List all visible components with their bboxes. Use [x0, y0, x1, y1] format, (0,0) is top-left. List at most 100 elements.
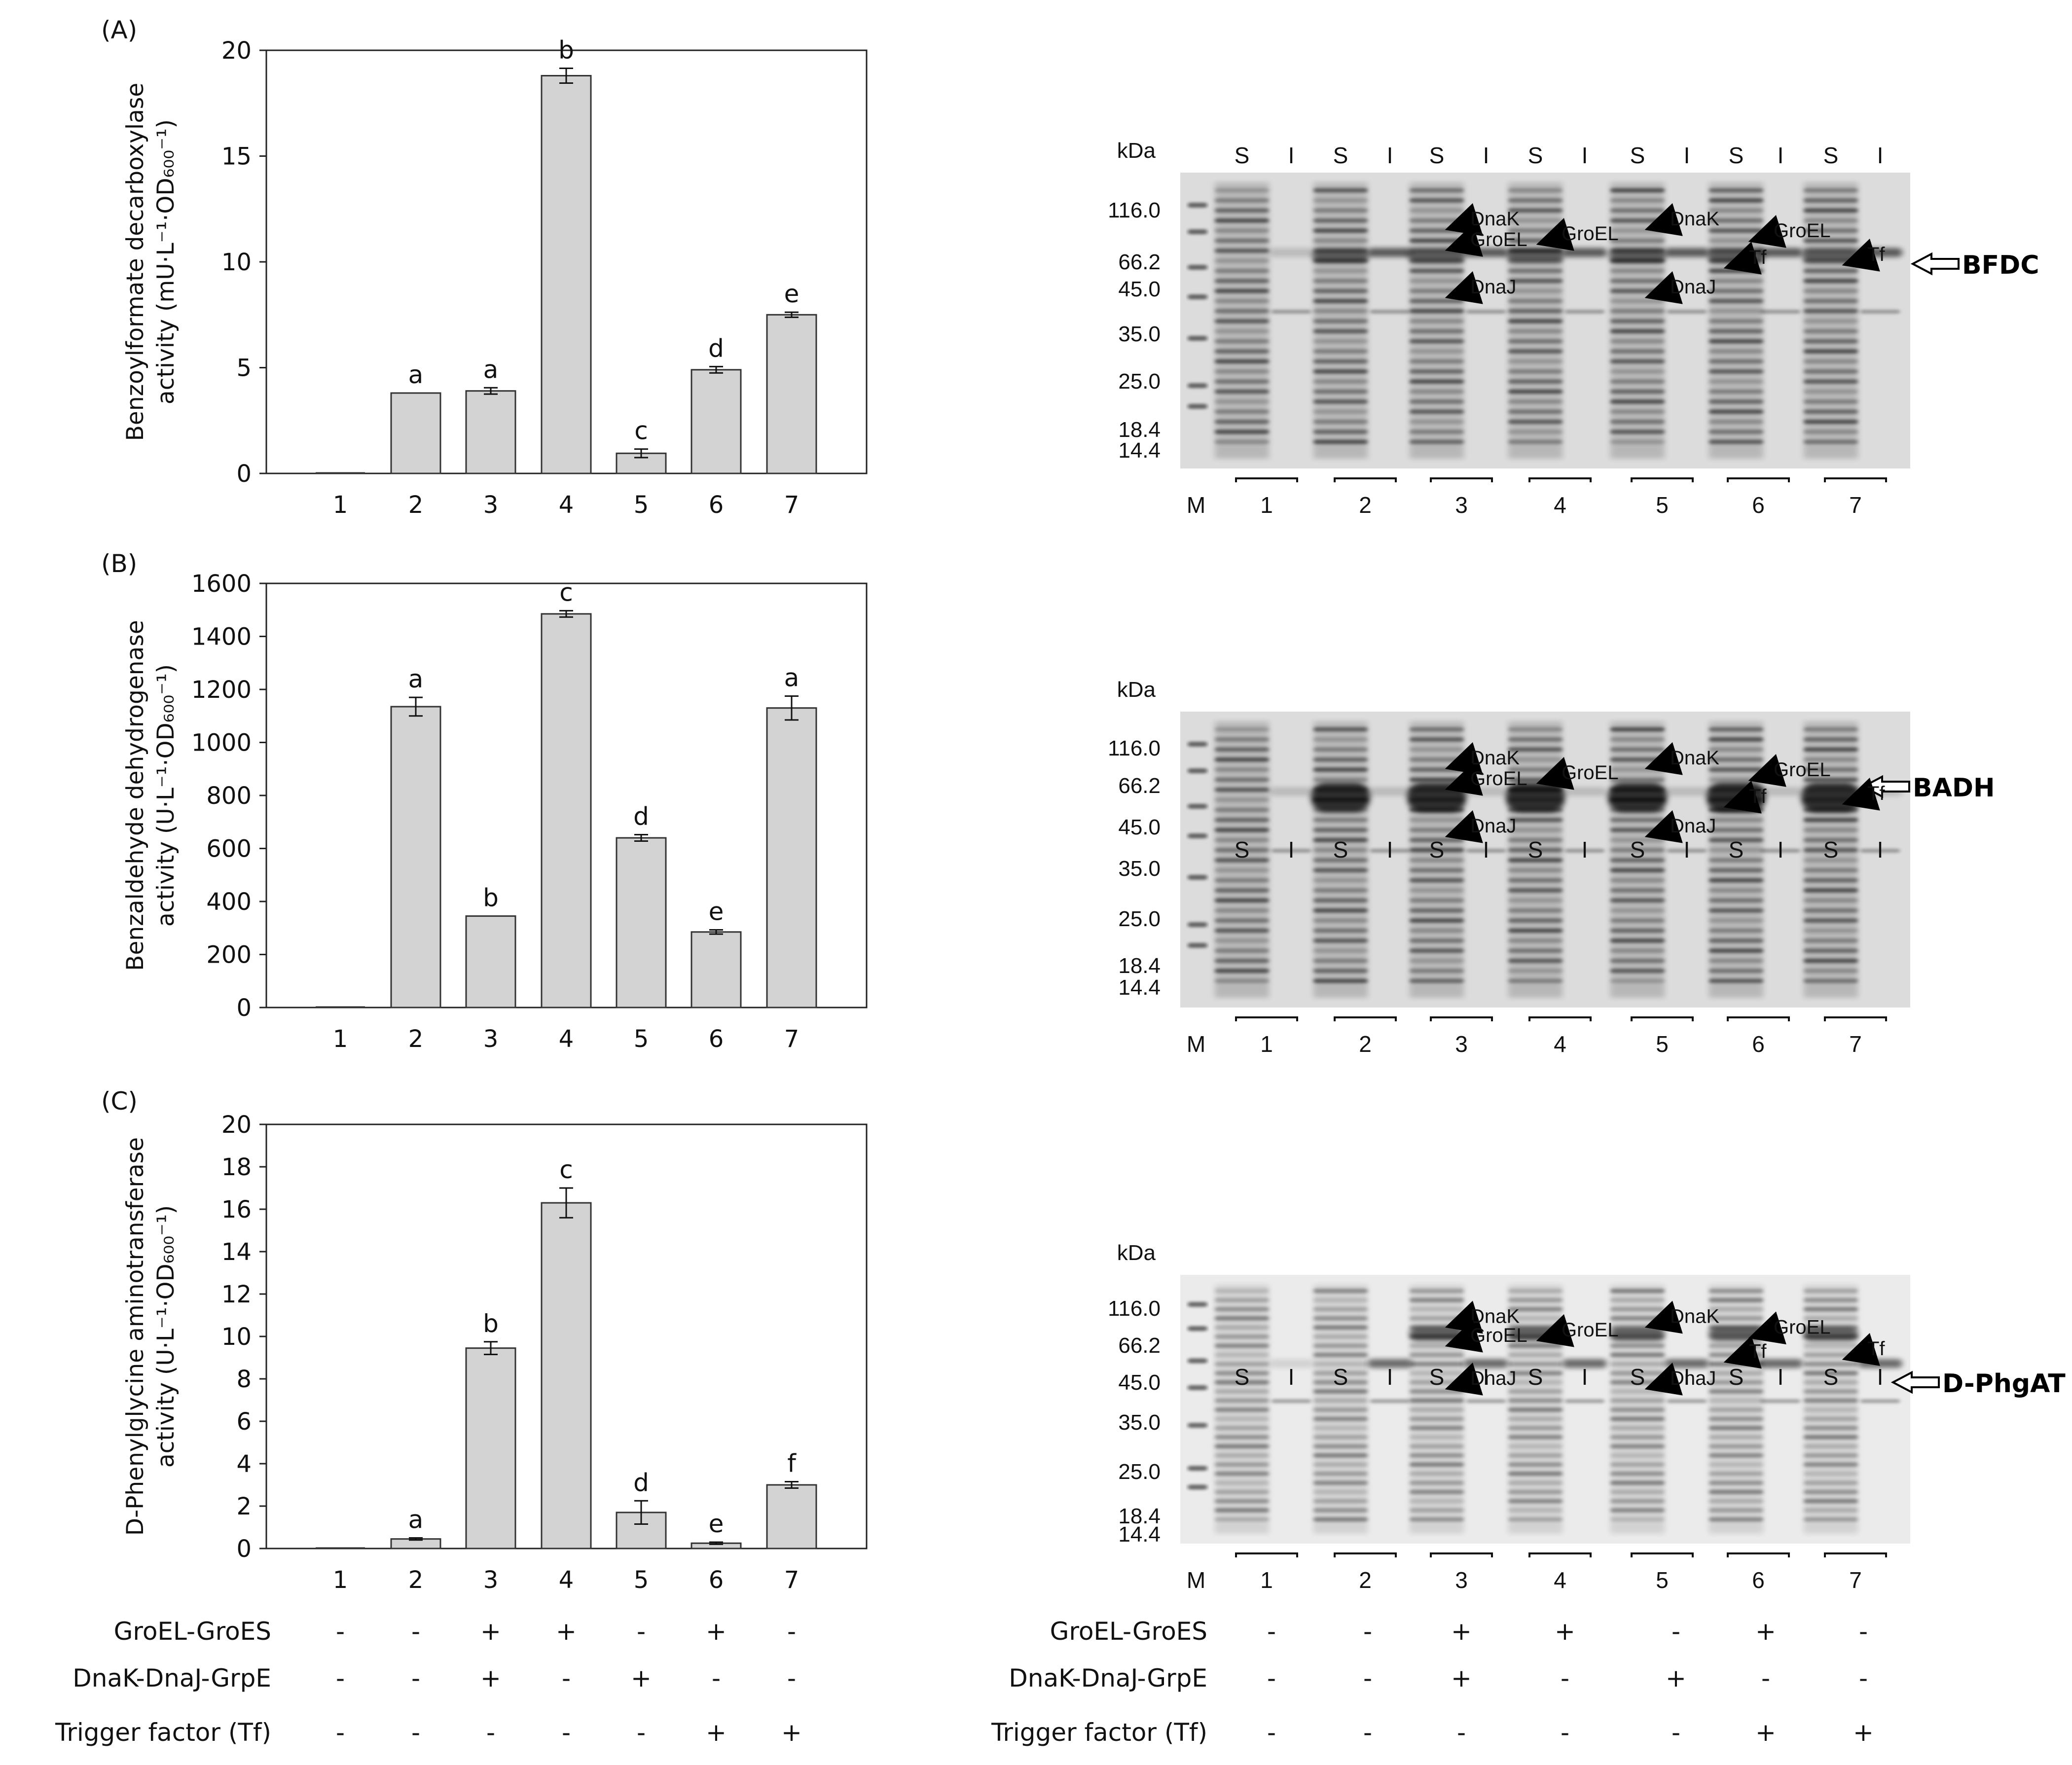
marker-label: 14.4	[1118, 438, 1161, 463]
y-tick-label: 20	[221, 37, 252, 65]
band	[1508, 419, 1563, 424]
band	[1508, 727, 1563, 732]
marker-label: 14.4	[1118, 975, 1161, 1000]
marker-label: 45.0	[1118, 815, 1161, 839]
fraction-label: I	[1288, 1364, 1295, 1390]
significance-letter: d	[633, 802, 649, 831]
annotation-label: DnaK	[1470, 747, 1520, 769]
band	[1709, 349, 1763, 354]
band	[1313, 1325, 1368, 1330]
band	[1804, 888, 1858, 893]
band	[1610, 1343, 1665, 1348]
condition-sign: +	[1666, 1664, 1686, 1693]
band	[1610, 888, 1665, 893]
band	[1709, 439, 1763, 444]
band	[1408, 249, 1465, 262]
band	[1508, 828, 1563, 832]
lane-group-label: 5	[1656, 492, 1669, 518]
annotation-arrow	[1536, 217, 1574, 251]
band	[1215, 898, 1269, 903]
lane-bracket	[1334, 477, 1397, 482]
band	[1215, 379, 1269, 384]
band	[1802, 249, 1859, 262]
band	[1804, 978, 1858, 983]
fraction-label: I	[1778, 1364, 1784, 1390]
band	[1507, 249, 1564, 262]
band	[1563, 787, 1607, 796]
marker-label: 35.0	[1118, 322, 1161, 346]
band	[1804, 948, 1858, 953]
significance-letter: c	[559, 578, 573, 607]
fraction-label: S	[1823, 1364, 1839, 1390]
band	[1610, 858, 1665, 863]
bar	[766, 707, 817, 1009]
band	[1410, 938, 1464, 943]
band	[1709, 279, 1763, 284]
band	[1804, 918, 1858, 923]
band	[1368, 1359, 1412, 1368]
band	[1313, 1480, 1368, 1485]
x-tick-label: 6	[709, 1025, 724, 1053]
band	[1610, 818, 1665, 823]
band	[1215, 339, 1269, 344]
annotation-arrow	[1644, 271, 1683, 304]
lane-group-label: 4	[1554, 1567, 1566, 1593]
lane-group-label: 1	[1260, 492, 1273, 518]
annotation-label: Tf	[1749, 786, 1767, 807]
band	[1610, 1398, 1665, 1403]
condition-sign: -	[411, 1664, 420, 1693]
band	[1410, 978, 1464, 983]
y-tick-label: 2	[236, 1493, 252, 1520]
band	[1370, 1399, 1410, 1404]
band	[1215, 958, 1269, 963]
band	[1215, 918, 1269, 923]
band	[1313, 958, 1368, 963]
band	[1313, 1462, 1368, 1467]
x-tick-label: 5	[634, 491, 649, 519]
x-tick-label: 5	[634, 1566, 649, 1594]
band	[1804, 868, 1858, 873]
band	[1804, 1499, 1858, 1504]
band	[1709, 430, 1763, 434]
band	[1709, 818, 1763, 823]
band	[1508, 1489, 1563, 1494]
band	[1709, 1407, 1763, 1412]
condition-sign: -	[1267, 1617, 1276, 1646]
band	[1709, 737, 1763, 742]
band	[1410, 1389, 1464, 1394]
band	[1410, 238, 1464, 243]
band	[1709, 1307, 1763, 1312]
band	[1215, 1307, 1269, 1312]
band	[1610, 339, 1665, 344]
band	[1610, 969, 1665, 973]
band	[1565, 310, 1604, 314]
x-tick-label: 1	[333, 1566, 348, 1594]
band	[1215, 848, 1269, 853]
condition-sign: +	[1451, 1664, 1472, 1693]
band	[1804, 218, 1858, 223]
annotation-label: Tf	[1867, 1338, 1885, 1360]
band	[1272, 1399, 1311, 1404]
bar	[691, 369, 742, 474]
band	[1215, 409, 1269, 414]
band	[1215, 1462, 1269, 1467]
band	[1610, 727, 1665, 732]
band	[1610, 908, 1665, 913]
band	[1410, 908, 1464, 913]
band	[1215, 948, 1269, 953]
band	[1508, 1426, 1563, 1431]
annotation-label: GroEL	[1562, 762, 1619, 784]
band	[1610, 188, 1665, 193]
band	[1215, 878, 1269, 883]
band	[1610, 1453, 1665, 1458]
fraction-label: I	[1288, 837, 1295, 863]
band	[1508, 918, 1563, 923]
lane-bracket	[1631, 1552, 1694, 1557]
band	[1610, 868, 1665, 873]
fraction-label: S	[1528, 1364, 1543, 1390]
band	[1215, 1517, 1269, 1522]
condition-sign: -	[336, 1617, 345, 1646]
band	[1610, 747, 1665, 752]
band	[1665, 248, 1709, 257]
band	[1610, 1416, 1665, 1421]
